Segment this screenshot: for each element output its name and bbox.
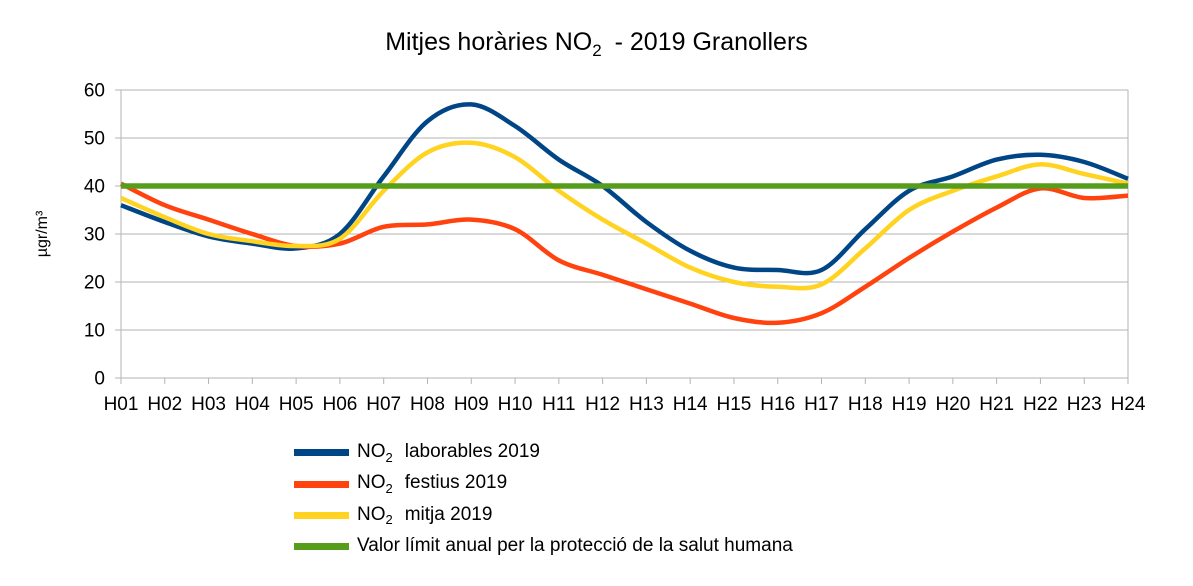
y-tick-label: 50 [84,129,105,150]
legend-label-subscript: 2 [385,480,393,496]
legend-item-mitja: NO2 mitja 2019 [294,500,793,531]
legend-label-festius: NO2 festius 2019 [357,472,507,496]
x-tick-label: H02 [147,394,182,415]
x-tick-label: H15 [717,394,752,415]
x-tick-label: H12 [585,394,620,415]
x-tick-label: H13 [629,394,664,415]
x-tick-label: H07 [366,394,401,415]
x-tick-label: H09 [454,394,489,415]
x-tick-label: H08 [410,394,445,415]
y-tick-label: 20 [84,273,105,294]
legend-item-festius: NO2 festius 2019 [294,468,793,499]
legend-label-mitja: NO2 mitja 2019 [357,504,492,528]
x-tick-label: H23 [1067,394,1102,415]
legend-item-laborables: NO2 laborables 2019 [294,437,793,468]
y-tick-label: 30 [84,225,105,246]
legend-label-text: NO [357,440,386,462]
legend-label-text: Valor límit anual per la protecció de la… [357,534,793,556]
chart-title-subscript: 2 [592,41,602,60]
legend-label-text: NO [357,503,386,525]
y-tick-label: 0 [94,369,105,390]
legend-swatch-limit [294,543,349,551]
legend-label-subscript: 2 [385,512,393,528]
chart-title: Mitjes horàries NO2 - 2019 Granollers [0,26,1193,67]
y-tick-label: 40 [84,177,105,198]
series-line-mitja [120,140,1129,291]
x-tick-label: H19 [892,394,927,415]
legend-swatch-mitja [294,511,349,519]
x-tick-label: H06 [322,394,357,415]
legend-swatch-laborables [294,449,349,457]
x-tick-label: H01 [104,394,139,415]
legend-label-laborables: NO2 laborables 2019 [357,441,540,465]
x-tick-label: H17 [804,394,839,415]
x-tick-label: H16 [760,394,795,415]
legend: NO2 laborables 2019 NO2 festius 2019 NO2 mi… [294,437,793,563]
legend-label-subscript: 2 [385,449,393,465]
legend-label-text: festius 2019 [404,472,508,494]
legend-label-text: mitja 2019 [404,503,493,525]
x-tick-label: H10 [498,394,533,415]
y-tick-label: 10 [84,321,105,342]
chart-title-suffix: - 2019 Granollers [607,28,808,56]
x-tick-label: H05 [279,394,314,415]
x-tick-label: H04 [235,394,270,415]
legend-label-limit: Valor límit anual per la protecció de la… [357,535,793,559]
x-tick-label: H14 [673,394,708,415]
x-tick-label: H22 [1023,394,1058,415]
x-tick-label: H03 [191,394,226,415]
x-tick-label: H20 [935,394,970,415]
legend-label-text: NO [357,472,386,494]
x-tick-label: H24 [1111,394,1146,415]
y-tick-label: 60 [84,81,105,102]
chart-title-prefix: Mitjes horàries NO [385,28,593,56]
x-tick-label: H18 [848,394,883,415]
y-axis-title: µgr/m³ [34,210,51,258]
series-line-laborables [120,102,1129,276]
x-tick-label: H21 [979,394,1014,415]
legend-item-limit: Valor límit anual per la protecció de la… [294,531,793,562]
legend-label-text: laborables 2019 [404,440,540,462]
legend-swatch-festius [294,480,349,488]
x-tick-label: H11 [542,394,575,415]
